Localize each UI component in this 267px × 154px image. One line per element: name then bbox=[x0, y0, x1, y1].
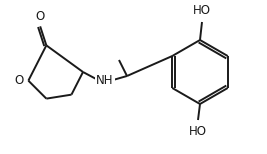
Text: O: O bbox=[14, 74, 23, 87]
Text: HO: HO bbox=[193, 4, 211, 17]
Text: O: O bbox=[36, 10, 45, 23]
Text: HO: HO bbox=[189, 125, 207, 138]
Text: NH: NH bbox=[96, 73, 114, 87]
